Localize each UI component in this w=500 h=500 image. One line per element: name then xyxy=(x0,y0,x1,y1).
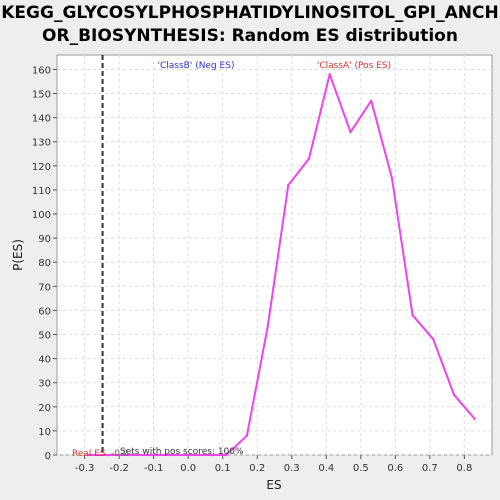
data-point xyxy=(432,338,434,340)
x-tick-label: 0.6 xyxy=(387,463,403,474)
x-axis-label: ES xyxy=(266,478,281,492)
x-tick-label: 0.4 xyxy=(318,463,334,474)
data-point xyxy=(308,157,310,159)
real-es-label: Real ES xyxy=(72,449,106,459)
data-point xyxy=(349,131,351,133)
y-tick-label: 130 xyxy=(32,138,51,149)
y-axis: 0 10 20 30 40 50 60 70 80 90 100 110 120 130 140 150 160 xyxy=(32,65,57,462)
data-point xyxy=(411,314,413,316)
x-tick-label: 0.0 xyxy=(180,463,196,474)
y-tick-label: 140 xyxy=(32,114,51,125)
data-point xyxy=(266,326,268,328)
data-point xyxy=(246,435,248,437)
neg-es-label: 'ClassB' (Neg ES) xyxy=(158,61,235,71)
y-tick-label: 40 xyxy=(38,355,51,366)
x-axis: -0.3 -0.2 -0.1 0.0 0.1 0.2 0.3 0.4 0.5 0.6 0.7 0.8 xyxy=(75,455,472,474)
x-tick-label: -0.2 xyxy=(109,463,129,474)
x-tick-label: -0.3 xyxy=(75,463,95,474)
y-tick-label: 100 xyxy=(32,210,51,221)
y-axis-label: P(ES) xyxy=(11,239,25,271)
data-point xyxy=(453,394,455,396)
y-tick-label: 30 xyxy=(38,379,51,390)
x-tick-label: 0.7 xyxy=(422,463,438,474)
y-tick-label: 10 xyxy=(38,427,51,438)
sets-pos-scores-label: Sets with pos scores: 100% xyxy=(120,447,244,457)
x-tick-label: 0.3 xyxy=(284,463,300,474)
pos-es-label: 'ClassA' (Pos ES) xyxy=(317,61,391,71)
data-point xyxy=(108,454,110,456)
x-tick-label: 0.5 xyxy=(353,463,369,474)
y-tick-label: 80 xyxy=(38,258,51,269)
x-tick-label: -0.1 xyxy=(144,463,164,474)
data-point xyxy=(329,73,331,75)
x-tick-label: 0.1 xyxy=(215,463,231,474)
y-tick-label: 20 xyxy=(38,403,51,414)
data-point xyxy=(474,418,476,420)
y-tick-label: 110 xyxy=(32,186,51,197)
y-tick-label: 150 xyxy=(32,90,51,101)
y-tick-label: 60 xyxy=(38,306,51,317)
y-tick-label: 160 xyxy=(32,65,51,76)
y-tick-label: 50 xyxy=(38,331,51,342)
y-tick-label: 70 xyxy=(38,282,51,293)
data-point xyxy=(287,184,289,186)
data-point xyxy=(391,177,393,179)
x-tick-label: 0.2 xyxy=(249,463,265,474)
x-tick-label: 0.8 xyxy=(456,463,472,474)
plot-area xyxy=(57,55,492,455)
y-tick-label: 0 xyxy=(45,451,51,462)
data-point xyxy=(370,100,372,102)
y-tick-label: 120 xyxy=(32,162,51,173)
y-tick-label: 90 xyxy=(38,234,51,245)
